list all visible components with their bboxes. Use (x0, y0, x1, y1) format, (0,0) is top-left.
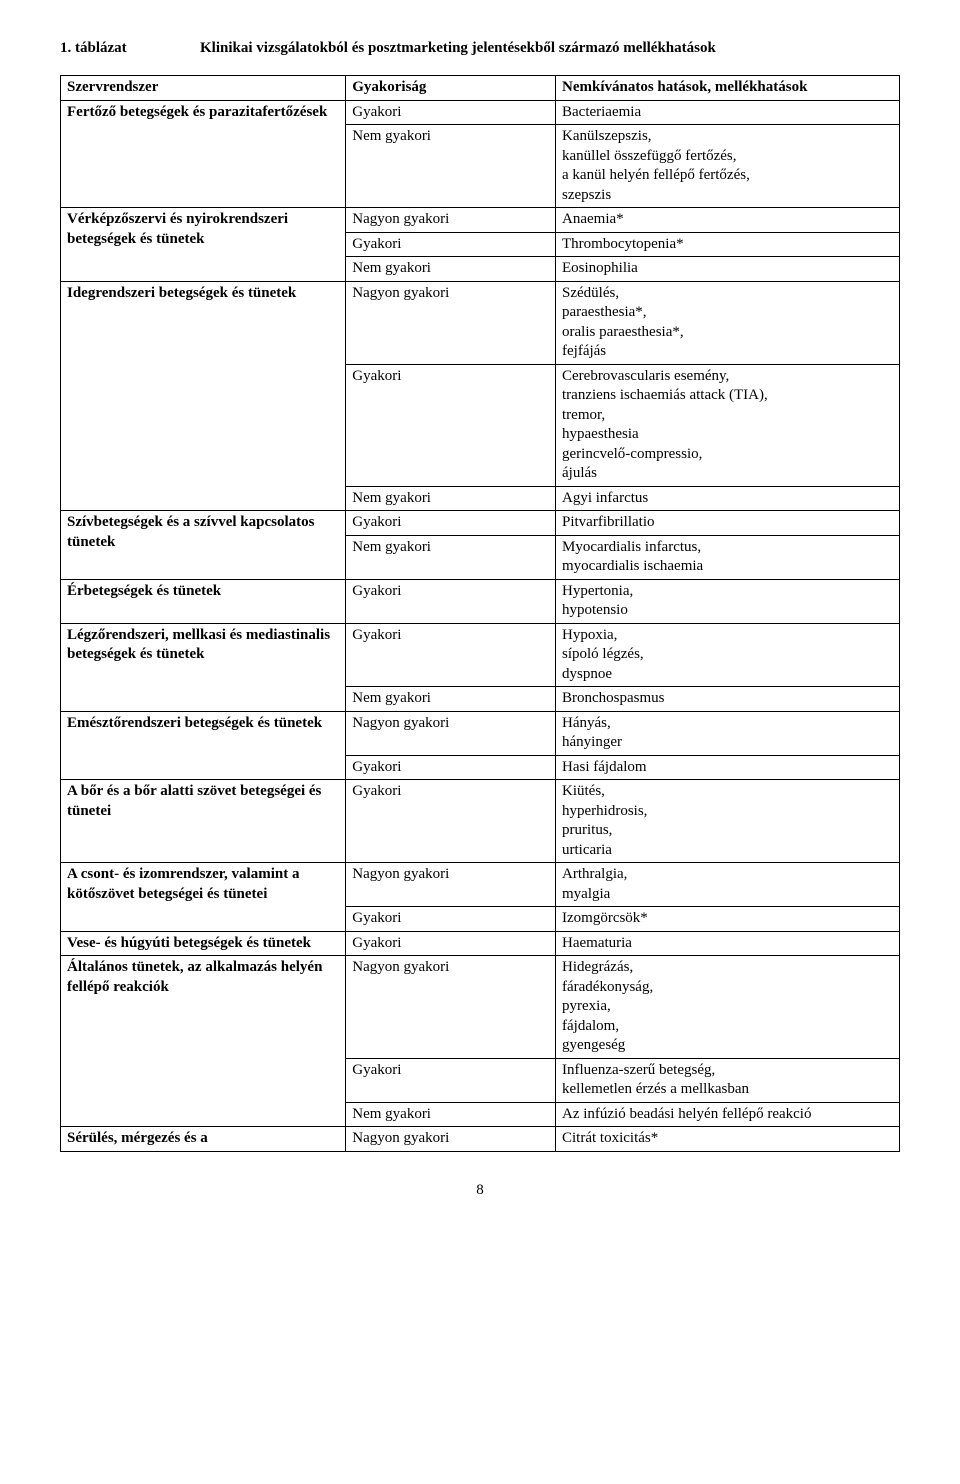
system-cell: Sérülés, mérgezés és a (61, 1127, 346, 1152)
effect-cell: Eosinophilia (556, 257, 900, 282)
system-cell: A bőr és a bőr alatti szövet betegségei … (61, 780, 346, 863)
table-row: Idegrendszeri betegségek és tünetekNagyo… (61, 281, 900, 364)
system-cell: Fertőző betegségek és parazitafertőzések (61, 100, 346, 208)
frequency-cell: Gyakori (346, 623, 556, 687)
system-cell: Érbetegségek és tünetek (61, 579, 346, 623)
system-cell: Vese- és húgyúti betegségek és tünetek (61, 931, 346, 956)
frequency-cell: Gyakori (346, 364, 556, 486)
table-row: A bőr és a bőr alatti szövet betegségei … (61, 780, 900, 863)
title-caption: Klinikai vizsgálatokból és posztmarketin… (200, 40, 900, 57)
effect-cell: Pitvarfibrillatio (556, 511, 900, 536)
frequency-cell: Nem gyakori (346, 1102, 556, 1127)
header-system: Szervrendszer (61, 76, 346, 101)
table-header-row: SzervrendszerGyakoriságNemkívánatos hatá… (61, 76, 900, 101)
effect-cell: Hányás, hányinger (556, 711, 900, 755)
table-row: Fertőző betegségek és parazitafertőzések… (61, 100, 900, 125)
table-row: Emésztőrendszeri betegségek és tünetekNa… (61, 711, 900, 755)
effect-cell: Arthralgia, myalgia (556, 863, 900, 907)
frequency-cell: Nem gyakori (346, 687, 556, 712)
effect-cell: Haematuria (556, 931, 900, 956)
page-number: 8 (60, 1182, 900, 1199)
effect-cell: Influenza-szerű betegség, kellemetlen ér… (556, 1058, 900, 1102)
side-effects-table: SzervrendszerGyakoriságNemkívánatos hatá… (60, 75, 900, 1152)
header-effects: Nemkívánatos hatások, mellékhatások (556, 76, 900, 101)
frequency-cell: Gyakori (346, 755, 556, 780)
table-row: Légzőrendszeri, mellkasi és mediastinali… (61, 623, 900, 687)
effect-cell: Citrát toxicitás* (556, 1127, 900, 1152)
frequency-cell: Gyakori (346, 1058, 556, 1102)
table-row: Sérülés, mérgezés és aNagyon gyakoriCitr… (61, 1127, 900, 1152)
effect-cell: Hasi fájdalom (556, 755, 900, 780)
effect-cell: Hypoxia, sípoló légzés, dyspnoe (556, 623, 900, 687)
frequency-cell: Gyakori (346, 780, 556, 863)
effect-cell: Agyi infarctus (556, 486, 900, 511)
system-cell: Vérképzőszervi és nyirokrendszeri betegs… (61, 208, 346, 282)
title-number: 1. táblázat (60, 40, 200, 57)
effect-cell: Bacteriaemia (556, 100, 900, 125)
frequency-cell: Nagyon gyakori (346, 208, 556, 233)
effect-cell: Az infúzió beadási helyén fellépő reakci… (556, 1102, 900, 1127)
frequency-cell: Gyakori (346, 232, 556, 257)
effect-cell: Thrombocytopenia* (556, 232, 900, 257)
effect-cell: Szédülés, paraesthesia*, oralis paraesth… (556, 281, 900, 364)
header-frequency: Gyakoriság (346, 76, 556, 101)
effect-cell: Bronchospasmus (556, 687, 900, 712)
frequency-cell: Gyakori (346, 100, 556, 125)
system-cell: Idegrendszeri betegségek és tünetek (61, 281, 346, 511)
table-row: Vérképzőszervi és nyirokrendszeri betegs… (61, 208, 900, 233)
frequency-cell: Gyakori (346, 511, 556, 536)
effect-cell: Anaemia* (556, 208, 900, 233)
table-row: Szívbetegségek és a szívvel kapcsolatos … (61, 511, 900, 536)
system-cell: Emésztőrendszeri betegségek és tünetek (61, 711, 346, 780)
effect-cell: Izomgörcsök* (556, 907, 900, 932)
frequency-cell: Gyakori (346, 931, 556, 956)
effect-cell: Kiütés, hyperhidrosis, pruritus, urticar… (556, 780, 900, 863)
frequency-cell: Nagyon gyakori (346, 711, 556, 755)
frequency-cell: Gyakori (346, 907, 556, 932)
frequency-cell: Nagyon gyakori (346, 863, 556, 907)
system-cell: Szívbetegségek és a szívvel kapcsolatos … (61, 511, 346, 580)
frequency-cell: Gyakori (346, 579, 556, 623)
table-row: Általános tünetek, az alkalmazás helyén … (61, 956, 900, 1059)
table-title: 1. táblázat Klinikai vizsgálatokból és p… (60, 40, 900, 57)
table-row: Érbetegségek és tünetekGyakoriHypertonia… (61, 579, 900, 623)
table-row: Vese- és húgyúti betegségek és tünetekGy… (61, 931, 900, 956)
frequency-cell: Nem gyakori (346, 535, 556, 579)
frequency-cell: Nem gyakori (346, 486, 556, 511)
table-row: A csont- és izomrendszer, valamint a köt… (61, 863, 900, 907)
frequency-cell: Nagyon gyakori (346, 956, 556, 1059)
effect-cell: Cerebrovascularis esemény, tranziens isc… (556, 364, 900, 486)
system-cell: A csont- és izomrendszer, valamint a köt… (61, 863, 346, 932)
effect-cell: Kanülszepszis, kanüllel összefüggő fertő… (556, 125, 900, 208)
effect-cell: Hidegrázás, fáradékonyság, pyrexia, fájd… (556, 956, 900, 1059)
effect-cell: Myocardialis infarctus, myocardialis isc… (556, 535, 900, 579)
frequency-cell: Nem gyakori (346, 125, 556, 208)
system-cell: Légzőrendszeri, mellkasi és mediastinali… (61, 623, 346, 711)
frequency-cell: Nagyon gyakori (346, 281, 556, 364)
system-cell: Általános tünetek, az alkalmazás helyén … (61, 956, 346, 1127)
effect-cell: Hypertonia, hypotensio (556, 579, 900, 623)
frequency-cell: Nem gyakori (346, 257, 556, 282)
frequency-cell: Nagyon gyakori (346, 1127, 556, 1152)
